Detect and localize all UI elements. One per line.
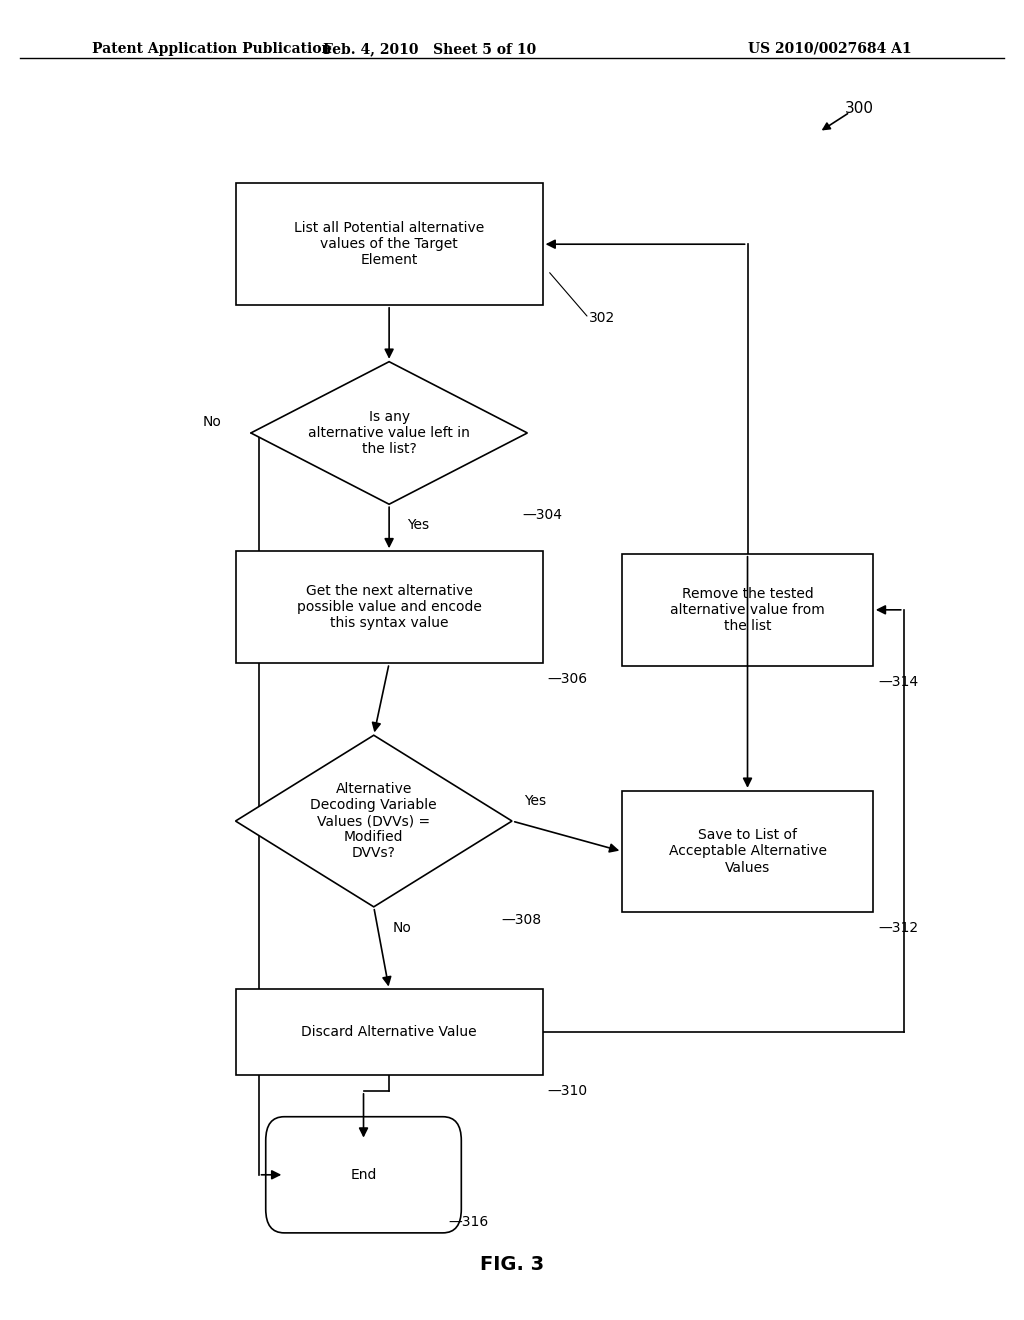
Text: List all Potential alternative
values of the Target
Element: List all Potential alternative values of… — [294, 220, 484, 268]
Text: 302: 302 — [589, 312, 615, 325]
Text: —310: —310 — [548, 1084, 588, 1098]
FancyBboxPatch shape — [236, 990, 543, 1074]
Text: US 2010/0027684 A1: US 2010/0027684 A1 — [748, 42, 911, 55]
FancyBboxPatch shape — [265, 1117, 461, 1233]
Polygon shape — [251, 362, 527, 504]
Text: Get the next alternative
possible value and encode
this syntax value: Get the next alternative possible value … — [297, 583, 481, 631]
FancyBboxPatch shape — [236, 183, 543, 305]
Text: —314: —314 — [879, 675, 919, 689]
Text: End: End — [350, 1168, 377, 1181]
Text: Yes: Yes — [408, 519, 430, 532]
Text: —308: —308 — [502, 913, 542, 927]
Text: Feb. 4, 2010   Sheet 5 of 10: Feb. 4, 2010 Sheet 5 of 10 — [324, 42, 537, 55]
Text: —316: —316 — [449, 1216, 488, 1229]
Text: No: No — [203, 416, 221, 429]
Text: Remove the tested
alternative value from
the list: Remove the tested alternative value from… — [670, 586, 825, 634]
FancyBboxPatch shape — [236, 552, 543, 663]
Text: Is any
alternative value left in
the list?: Is any alternative value left in the lis… — [308, 409, 470, 457]
FancyBboxPatch shape — [622, 791, 872, 912]
Text: Discard Alternative Value: Discard Alternative Value — [301, 1026, 477, 1039]
Text: Save to List of
Acceptable Alternative
Values: Save to List of Acceptable Alternative V… — [669, 828, 826, 875]
Text: —304: —304 — [522, 508, 562, 521]
Text: —312: —312 — [879, 921, 919, 935]
Text: Patent Application Publication: Patent Application Publication — [92, 42, 332, 55]
Text: No: No — [392, 921, 411, 935]
Text: Yes: Yes — [524, 795, 547, 808]
Polygon shape — [236, 735, 512, 907]
Text: Alternative
Decoding Variable
Values (DVVs) =
Modified
DVVs?: Alternative Decoding Variable Values (DV… — [310, 781, 437, 861]
Text: —306: —306 — [548, 672, 588, 686]
Text: 300: 300 — [845, 100, 873, 116]
FancyBboxPatch shape — [622, 554, 872, 665]
Text: FIG. 3: FIG. 3 — [480, 1255, 544, 1274]
